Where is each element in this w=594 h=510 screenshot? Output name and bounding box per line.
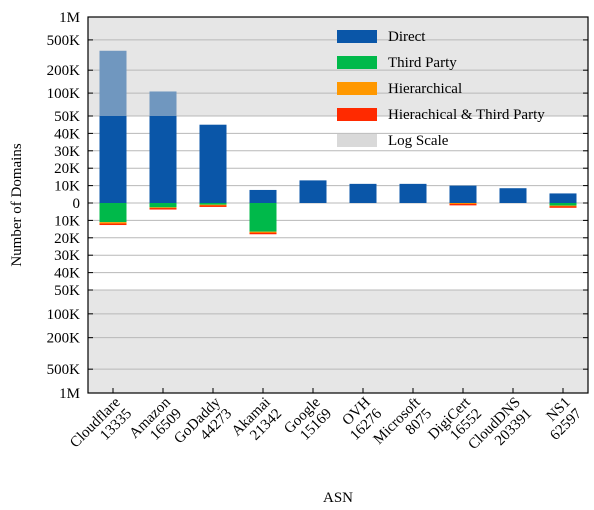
bar-direct xyxy=(149,116,177,203)
y-tick-label: 20K xyxy=(54,231,80,247)
legend-label: Direct xyxy=(388,29,426,45)
plot-frame xyxy=(87,16,589,394)
bar-direct xyxy=(99,116,127,203)
y-tick-label: 100K xyxy=(47,86,81,102)
legend-label: Log Scale xyxy=(388,133,449,149)
legend: Direct Third Party Hierarchical Hierachical… xyxy=(337,29,545,149)
bar-third-party xyxy=(199,203,227,205)
legend-swatch xyxy=(337,30,377,43)
bar-hierachical-third-party xyxy=(149,208,177,210)
legend-swatch xyxy=(337,56,377,69)
bar-hierarchical xyxy=(449,203,477,205)
bar-hierachical-third-party xyxy=(249,232,277,235)
y-tick-label: 30K xyxy=(54,144,80,160)
y-tick-label: 1M xyxy=(59,10,80,26)
y-tick-label: 0 xyxy=(73,196,81,212)
bar-direct xyxy=(449,185,477,203)
bar-third-party xyxy=(549,203,577,206)
y-tick-label: 100K xyxy=(47,307,81,323)
y-tick-label: 50K xyxy=(54,283,80,299)
bar-hierarchical xyxy=(249,231,277,234)
legend-label: Hierarchical xyxy=(388,81,462,97)
bar-direct xyxy=(349,183,377,203)
bar-third-party xyxy=(99,203,127,223)
bar-direct xyxy=(299,180,327,203)
y-tick-label: 500K xyxy=(47,33,81,49)
bar-direct-log xyxy=(149,91,177,116)
bar-hierarchical xyxy=(99,222,127,224)
y-tick-label: 40K xyxy=(54,266,80,282)
bar-direct xyxy=(199,124,227,203)
y-tick-label: 10K xyxy=(54,213,80,229)
bar-direct-log xyxy=(99,50,127,116)
y-ticks: 1M500K200K100K50K40K30K20K10K010K20K30K4… xyxy=(47,10,588,402)
y-tick-label: 30K xyxy=(54,248,80,264)
y-tick-label: 10K xyxy=(54,179,80,195)
x-ticks: Cloudflare13335Amazon16509GoDaddy44273Ak… xyxy=(67,388,586,453)
bar-hierachical-third-party xyxy=(199,205,227,207)
y-tick-label: 500K xyxy=(47,362,81,378)
bar-direct xyxy=(249,189,277,203)
bar-direct xyxy=(499,188,527,203)
y-tick-label: 200K xyxy=(47,63,81,79)
y-tick-label: 40K xyxy=(54,126,80,142)
bar-direct xyxy=(399,183,427,203)
bar-third-party xyxy=(149,203,177,208)
y-tick-label: 200K xyxy=(47,331,81,347)
legend-swatch xyxy=(337,108,377,121)
y-tick-label: 20K xyxy=(54,161,80,177)
bar-hierachical-third-party xyxy=(449,203,477,206)
legend-swatch xyxy=(337,134,377,147)
x-axis-title: ASN xyxy=(323,490,353,506)
y-tick-label: 1M xyxy=(59,386,80,402)
legend-swatch xyxy=(337,82,377,95)
axes xyxy=(87,16,589,394)
bars xyxy=(99,50,577,235)
legend-label: Third Party xyxy=(388,55,457,71)
bar-hierachical-third-party xyxy=(549,206,577,208)
y-tick-label: 50K xyxy=(54,109,80,125)
bar-hierachical-third-party xyxy=(99,223,127,226)
bar-third-party xyxy=(249,203,277,232)
legend-label: Hierachical & Third Party xyxy=(388,107,545,123)
log-scale-region-bottom xyxy=(88,290,588,393)
bar-direct xyxy=(549,193,577,203)
y-axis-title: Number of Domains xyxy=(9,143,25,266)
